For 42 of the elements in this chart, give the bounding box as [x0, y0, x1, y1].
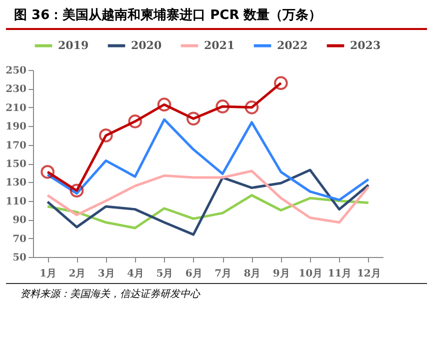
x-tick-label: 10月: [298, 268, 323, 280]
legend-label: 2020: [131, 38, 162, 52]
y-tick-label: 250: [6, 66, 27, 76]
point: [128, 114, 142, 128]
x-tick-label: 6月: [185, 268, 202, 280]
y-tick-label: 70: [12, 234, 27, 245]
y-tick-label: 190: [6, 122, 27, 133]
chart-title: 图 36：美国从越南和柬埔寨进口 PCR 数量（万条）: [6, 0, 427, 30]
point: [186, 112, 200, 126]
x-tick-label: 2月: [68, 268, 86, 280]
x-tick-label: 1月: [40, 268, 57, 280]
legend-label: 2022: [277, 38, 308, 52]
point: [70, 184, 84, 198]
legend-label: 2019: [58, 38, 89, 52]
x-tick-label: 8月: [244, 268, 261, 280]
legend-label: 2021: [204, 38, 235, 52]
point: [99, 128, 113, 142]
x-tick-label: 4月: [127, 268, 144, 280]
x-tick-label: 7月: [214, 268, 232, 280]
x-tick-label: 5月: [156, 268, 174, 280]
point: [40, 165, 54, 179]
line-series: [46, 168, 370, 236]
point: [157, 98, 172, 112]
point: [274, 76, 288, 90]
y-tick-label: 110: [6, 196, 27, 208]
text: 资料来源：美国海关，信达证券研发中心: [6, 283, 427, 304]
y-tick-label: 170: [6, 140, 27, 152]
x-tick-label: 12月: [356, 268, 381, 280]
y-tick-label: 150: [6, 159, 27, 170]
line-series: [46, 170, 370, 224]
x-tick-label: 11月: [328, 268, 352, 280]
line-series: [46, 118, 370, 202]
x-tick-label: 9月: [272, 268, 290, 280]
y-tick-label: 50: [12, 252, 27, 264]
legend-label: 2023: [350, 38, 381, 52]
y-tick-label: 210: [6, 102, 27, 114]
y-tick-label: 130: [6, 178, 27, 189]
point: [244, 100, 259, 114]
y-tick-label: 230: [6, 84, 27, 96]
x-tick-label: 3月: [98, 268, 115, 280]
point: [216, 100, 230, 114]
y-tick-label: 90: [12, 215, 27, 226]
